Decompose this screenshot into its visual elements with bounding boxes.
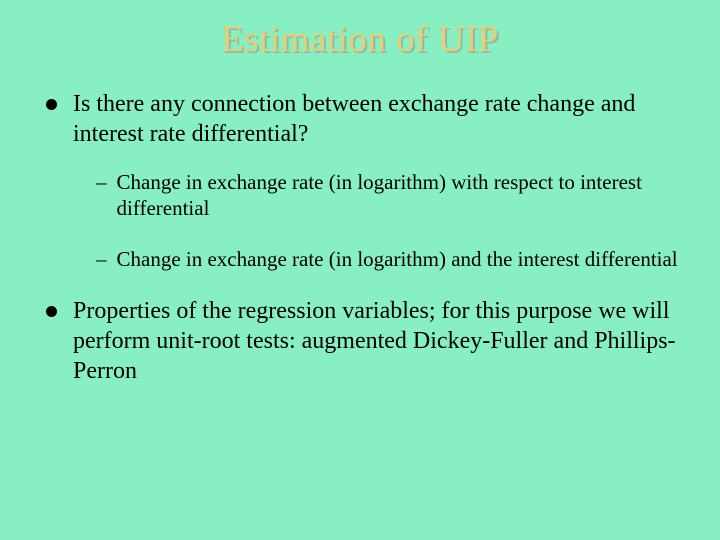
dash-icon: – xyxy=(96,246,107,272)
subbullet-item-1: – Change in exchange rate (in logarithm)… xyxy=(96,169,680,222)
bullet-item-1: Is there any connection between exchange… xyxy=(40,89,680,149)
bullet-text: Is there any connection between exchange… xyxy=(73,89,680,149)
subbullet-item-2: – Change in exchange rate (in logarithm)… xyxy=(96,246,680,272)
bullet-item-2: Properties of the regression variables; … xyxy=(40,296,680,386)
bullet-icon xyxy=(46,99,57,110)
bullet-icon xyxy=(46,306,57,317)
dash-icon: – xyxy=(96,169,107,195)
slide-title: Estimation of UIP xyxy=(40,18,680,61)
bullet-text: Properties of the regression variables; … xyxy=(73,296,680,386)
subbullet-text: Change in exchange rate (in logarithm) a… xyxy=(117,246,681,272)
subbullet-text: Change in exchange rate (in logarithm) w… xyxy=(117,169,681,222)
slide: Estimation of UIP Is there any connectio… xyxy=(0,0,720,540)
